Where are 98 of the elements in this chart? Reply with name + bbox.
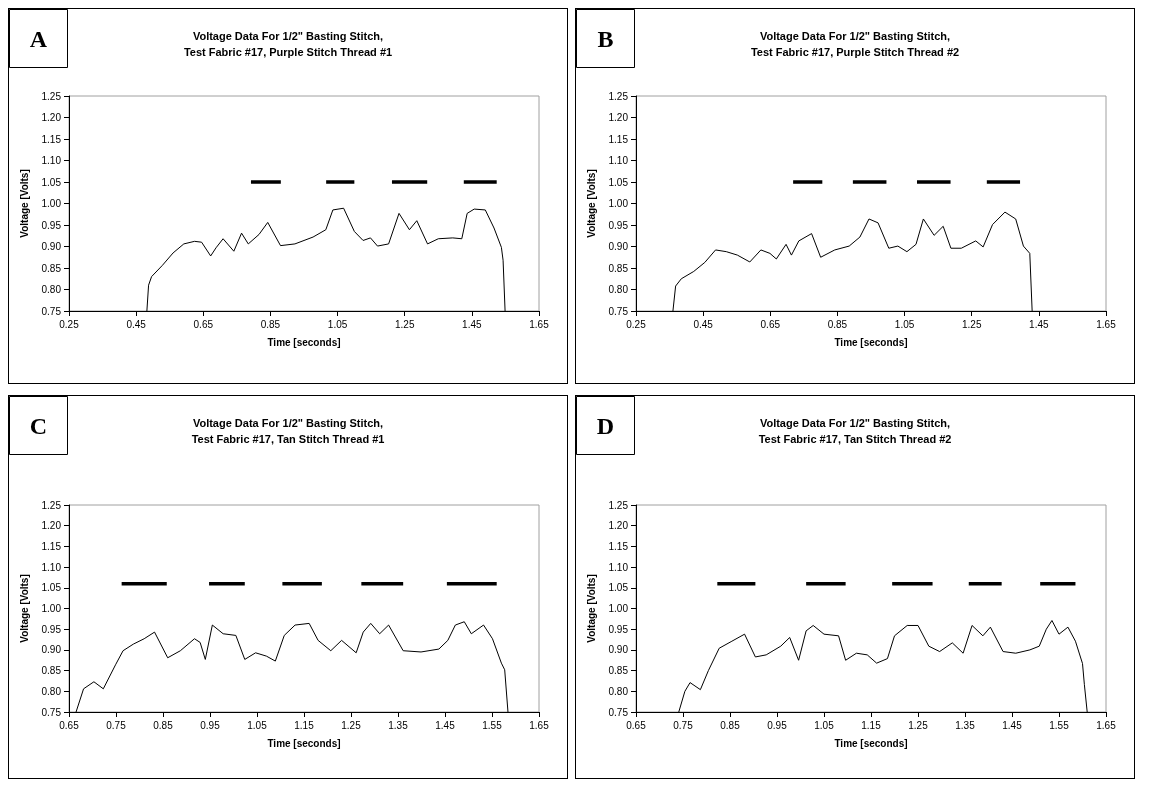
y-tick-label: 0.80	[608, 284, 629, 295]
y-tick-label: 1.15	[41, 133, 62, 145]
x-tick-label: 1.25	[961, 318, 982, 330]
y-tick-label: 1.20	[608, 112, 629, 123]
y-tick-label: 1.00	[608, 198, 629, 209]
x-tick-label: 1.25	[908, 719, 929, 731]
x-tick-label: 0.85	[720, 719, 741, 731]
chart-title: Voltage Data For 1/2" Basting Stitch, Test Fabric #17, Tan Stitch Thread #1	[191, 417, 385, 445]
y-tick-label: 0.95	[608, 623, 629, 635]
y-tick-label: 0.90	[608, 644, 629, 656]
y-tick-label: 0.95	[608, 219, 629, 231]
x-tick-label: 0.25	[59, 318, 80, 330]
chart-title: Voltage Data For 1/2" Basting Stitch, Test Fabric #17, Purple Stitch Thread #1	[183, 30, 393, 58]
x-tick-label: 0.95	[767, 719, 788, 731]
x-tick-label: 1.55	[1049, 719, 1070, 731]
y-tick-label: 0.90	[41, 241, 62, 252]
y-tick-label: 1.15	[41, 540, 62, 552]
y-tick-label: 1.10	[41, 561, 62, 573]
y-tick-label: 1.00	[41, 198, 62, 209]
y-tick-label: 1.25	[41, 499, 62, 511]
y-tick-label: 0.80	[41, 685, 62, 697]
x-tick-label: 1.25	[394, 318, 415, 330]
x-tick-label: 1.65	[529, 719, 550, 731]
text: B	[597, 25, 614, 52]
y-tick-label: 0.95	[41, 623, 62, 635]
y-tick-label: 0.80	[608, 685, 629, 697]
y-axis-title: Voltage [Volts]	[18, 169, 30, 238]
x-axis-title: Time [seconds]	[267, 336, 341, 348]
y-tick-label: 1.20	[41, 520, 62, 532]
y-tick-label: 1.20	[41, 112, 62, 123]
x-tick-label: 1.65	[1096, 318, 1117, 330]
y-tick-label: 1.25	[608, 90, 629, 102]
chart-title: Voltage Data For 1/2" Basting Stitch, Test Fabric #17, Purple Stitch Thread #2	[750, 30, 960, 58]
x-tick-label: 0.75	[673, 719, 694, 731]
y-tick-label: 0.85	[41, 665, 62, 677]
x-tick-label: 1.45	[462, 318, 483, 330]
x-tick-label: 1.45	[1002, 719, 1023, 731]
x-tick-label: 0.45	[126, 318, 147, 330]
x-tick-label: 1.55	[482, 719, 503, 731]
text: C	[29, 412, 48, 439]
x-axis-title: Time [seconds]	[834, 737, 908, 749]
y-tick-label: 1.00	[608, 603, 629, 614]
y-tick-label: 1.05	[41, 176, 62, 188]
y-tick-label: 1.05	[608, 582, 629, 594]
y-tick-label: 1.25	[41, 90, 62, 102]
y-tick-label: 1.10	[41, 155, 62, 166]
y-tick-label: 1.15	[608, 133, 629, 145]
x-tick-label: 1.05	[814, 719, 835, 731]
x-tick-label: 1.05	[327, 318, 348, 330]
x-tick-label: 1.65	[1096, 719, 1117, 731]
y-tick-label: 0.75	[41, 706, 62, 718]
x-tick-label: 0.85	[260, 318, 281, 330]
x-tick-label: 1.05	[894, 318, 915, 330]
y-tick-label: 1.05	[608, 176, 629, 188]
text: A	[29, 25, 48, 52]
y-tick-label: 0.85	[41, 262, 62, 274]
y-tick-label: 0.90	[608, 241, 629, 252]
y-tick-label: 0.75	[608, 305, 629, 317]
x-tick-label: 1.15	[861, 719, 882, 731]
x-tick-label: 1.35	[955, 719, 976, 731]
y-tick-label: 0.75	[608, 706, 629, 718]
x-tick-label: 0.65	[59, 719, 80, 731]
x-tick-label: 0.85	[827, 318, 848, 330]
y-tick-label: 0.85	[608, 665, 629, 677]
x-axis-title: Time [seconds]	[267, 737, 341, 749]
x-tick-label: 0.65	[193, 318, 214, 330]
y-tick-label: 0.80	[41, 284, 62, 295]
chart-title: Voltage Data For 1/2" Basting Stitch, Test Fabric #17, Tan Stitch Thread #2	[758, 417, 952, 445]
x-tick-label: 0.95	[200, 719, 221, 731]
text: D	[596, 412, 615, 439]
x-tick-label: 1.45	[435, 719, 456, 731]
y-tick-label: 0.85	[608, 262, 629, 274]
x-axis-title: Time [seconds]	[834, 336, 908, 348]
x-tick-label: 0.25	[626, 318, 647, 330]
y-tick-label: 1.15	[608, 540, 629, 552]
y-tick-label: 1.10	[608, 155, 629, 166]
x-tick-label: 0.75	[106, 719, 127, 731]
y-tick-label: 1.20	[608, 520, 629, 532]
y-tick-label: 1.25	[608, 499, 629, 511]
y-tick-label: 1.10	[608, 561, 629, 573]
y-tick-label: 0.75	[41, 305, 62, 317]
y-tick-label: 0.90	[41, 644, 62, 656]
x-tick-label: 0.65	[760, 318, 781, 330]
x-tick-label: 1.05	[247, 719, 268, 731]
x-tick-label: 1.35	[388, 719, 409, 731]
y-tick-label: 1.00	[41, 603, 62, 614]
x-tick-label: 0.65	[626, 719, 647, 731]
y-tick-label: 0.95	[41, 219, 62, 231]
y-axis-title: Voltage [Volts]	[18, 574, 30, 643]
x-tick-label: 1.25	[341, 719, 362, 731]
y-axis-title: Voltage [Volts]	[585, 169, 597, 238]
y-tick-label: 1.05	[41, 582, 62, 594]
x-tick-label: 0.85	[153, 719, 174, 731]
x-tick-label: 1.65	[529, 318, 550, 330]
y-axis-title: Voltage [Volts]	[585, 574, 597, 643]
x-tick-label: 1.15	[294, 719, 315, 731]
x-tick-label: 0.45	[693, 318, 714, 330]
x-tick-label: 1.45	[1029, 318, 1050, 330]
